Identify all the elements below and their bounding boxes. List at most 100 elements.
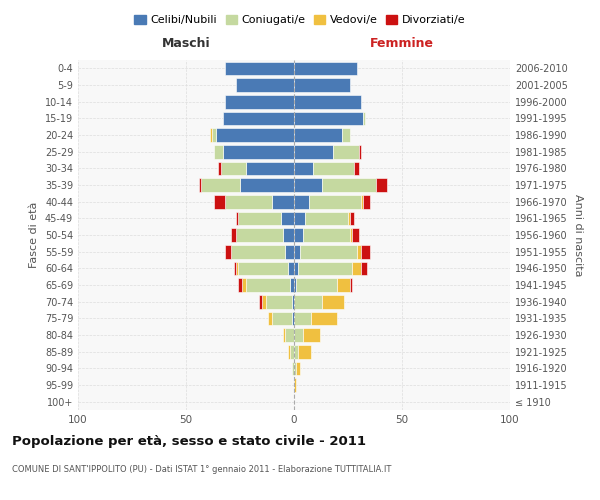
- Bar: [236, 228, 283, 242]
- Bar: [363, 112, 365, 125]
- Bar: [301, 245, 356, 258]
- Bar: [240, 178, 294, 192]
- Bar: [294, 312, 311, 325]
- Bar: [294, 112, 363, 125]
- Bar: [322, 295, 344, 308]
- Bar: [286, 328, 294, 342]
- Text: Femmine: Femmine: [370, 37, 434, 50]
- Bar: [294, 212, 305, 225]
- Bar: [238, 262, 287, 275]
- Bar: [294, 162, 313, 175]
- Bar: [298, 262, 352, 275]
- Bar: [294, 228, 302, 242]
- Bar: [313, 162, 355, 175]
- Bar: [294, 245, 301, 258]
- Bar: [287, 262, 294, 275]
- Bar: [348, 212, 350, 225]
- Bar: [337, 278, 350, 292]
- Bar: [363, 195, 370, 208]
- Bar: [356, 245, 361, 258]
- Bar: [268, 312, 272, 325]
- Y-axis label: Anni di nascita: Anni di nascita: [573, 194, 583, 276]
- Bar: [298, 345, 311, 358]
- Bar: [281, 212, 294, 225]
- Bar: [376, 178, 387, 192]
- Text: Maschi: Maschi: [161, 37, 211, 50]
- Bar: [294, 345, 298, 358]
- Bar: [350, 212, 355, 225]
- Bar: [201, 178, 240, 192]
- Bar: [292, 295, 294, 308]
- Bar: [341, 128, 350, 142]
- Bar: [294, 262, 298, 275]
- Bar: [238, 212, 281, 225]
- Bar: [199, 178, 201, 192]
- Bar: [225, 245, 232, 258]
- Bar: [350, 228, 352, 242]
- Bar: [294, 145, 333, 158]
- Bar: [247, 162, 294, 175]
- Bar: [218, 162, 221, 175]
- Bar: [296, 362, 301, 375]
- Bar: [225, 62, 294, 75]
- Bar: [272, 312, 292, 325]
- Bar: [225, 195, 272, 208]
- Bar: [247, 278, 290, 292]
- Bar: [290, 345, 294, 358]
- Bar: [311, 312, 337, 325]
- Bar: [361, 245, 370, 258]
- Bar: [350, 278, 352, 292]
- Bar: [322, 178, 376, 192]
- Bar: [294, 295, 322, 308]
- Bar: [259, 295, 262, 308]
- Bar: [236, 212, 238, 225]
- Bar: [294, 362, 296, 375]
- Bar: [223, 112, 294, 125]
- Bar: [238, 278, 242, 292]
- Bar: [292, 362, 294, 375]
- Bar: [233, 262, 236, 275]
- Bar: [266, 295, 292, 308]
- Bar: [210, 128, 212, 142]
- Bar: [294, 278, 296, 292]
- Bar: [283, 328, 286, 342]
- Bar: [294, 328, 302, 342]
- Bar: [361, 195, 363, 208]
- Bar: [352, 262, 361, 275]
- Bar: [216, 128, 294, 142]
- Bar: [294, 195, 309, 208]
- Bar: [272, 195, 294, 208]
- Bar: [232, 228, 236, 242]
- Bar: [294, 62, 356, 75]
- Bar: [361, 262, 367, 275]
- Text: COMUNE DI SANT'IPPOLITO (PU) - Dati ISTAT 1° gennaio 2011 - Elaborazione TUTTITA: COMUNE DI SANT'IPPOLITO (PU) - Dati ISTA…: [12, 465, 391, 474]
- Bar: [242, 278, 247, 292]
- Bar: [359, 145, 361, 158]
- Bar: [302, 328, 320, 342]
- Bar: [292, 312, 294, 325]
- Bar: [302, 228, 350, 242]
- Bar: [290, 278, 294, 292]
- Bar: [262, 295, 266, 308]
- Bar: [287, 345, 290, 358]
- Bar: [294, 95, 361, 108]
- Bar: [225, 95, 294, 108]
- Bar: [309, 195, 361, 208]
- Text: Popolazione per età, sesso e stato civile - 2011: Popolazione per età, sesso e stato civil…: [12, 435, 366, 448]
- Bar: [214, 195, 225, 208]
- Bar: [296, 278, 337, 292]
- Bar: [294, 128, 341, 142]
- Y-axis label: Fasce di età: Fasce di età: [29, 202, 39, 268]
- Bar: [236, 78, 294, 92]
- Bar: [223, 145, 294, 158]
- Bar: [305, 212, 348, 225]
- Bar: [232, 245, 286, 258]
- Legend: Celibi/Nubili, Coniugati/e, Vedovi/e, Divorziati/e: Celibi/Nubili, Coniugati/e, Vedovi/e, Di…: [130, 10, 470, 30]
- Bar: [221, 162, 247, 175]
- Bar: [294, 378, 296, 392]
- Bar: [294, 178, 322, 192]
- Bar: [294, 78, 350, 92]
- Bar: [283, 228, 294, 242]
- Bar: [333, 145, 359, 158]
- Bar: [355, 162, 359, 175]
